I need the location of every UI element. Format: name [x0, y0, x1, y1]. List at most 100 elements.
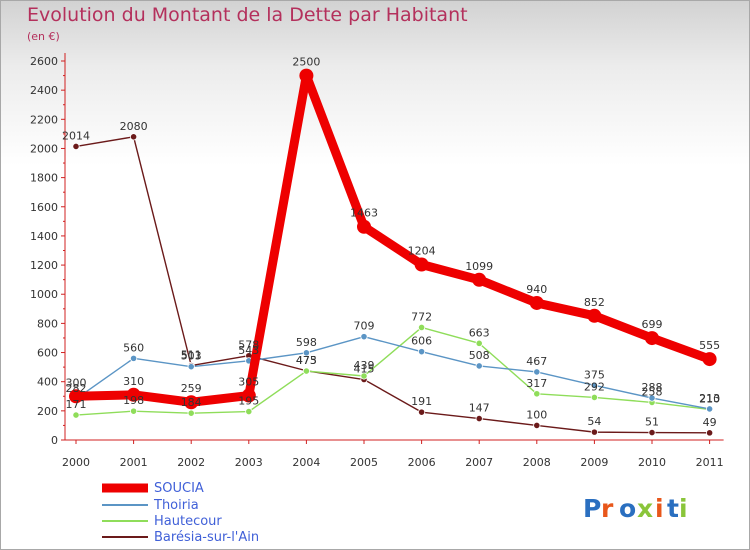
x-tick-label: 2003 [235, 456, 263, 469]
data-label: 606 [411, 335, 432, 348]
data-point-baresia-sur-l-ain [705, 429, 714, 437]
x-tick-label: 2002 [177, 456, 205, 469]
data-point-baresia-sur-l-ain [72, 142, 80, 151]
data-label: 171 [66, 398, 87, 411]
data-label: 503 [181, 350, 202, 363]
data-point-thoiria [475, 362, 483, 370]
data-label: 210 [699, 392, 720, 405]
logo-letter: P [583, 494, 601, 523]
series-line-hautecour [75, 326, 711, 416]
series-line-thoiria [75, 335, 711, 410]
x-tick-label: 2009 [580, 456, 608, 469]
data-point-hautecour [72, 411, 80, 419]
data-point-baresia-sur-l-ain [130, 133, 138, 141]
data-point-thoiria [705, 405, 714, 413]
x-tick-label: 2004 [292, 456, 320, 469]
data-label: 772 [411, 310, 432, 323]
data-label: 195 [238, 395, 259, 408]
data-label: 560 [123, 341, 144, 354]
data-label: 578 [238, 339, 259, 352]
x-tick-label: 2005 [350, 456, 378, 469]
data-label: 191 [411, 395, 432, 408]
logo-letter: r [601, 494, 614, 523]
data-label: 288 [642, 381, 663, 394]
data-label: 2080 [120, 120, 148, 133]
data-point-soucia [184, 395, 199, 410]
data-label: 310 [123, 375, 144, 388]
data-label: 508 [469, 349, 490, 362]
y-tick-label: 2000 [30, 142, 58, 155]
data-point-hautecour [245, 407, 253, 416]
data-point-soucia [702, 352, 717, 367]
data-label: 555 [699, 339, 720, 352]
data-point-hautecour [360, 372, 368, 380]
y-tick-label: 2200 [30, 113, 58, 126]
chart-title: Evolution du Montant de la Dette par Hab… [27, 4, 468, 26]
data-label: 415 [354, 363, 375, 376]
series-line-baresia-sur-l-ain [75, 136, 711, 434]
data-label: 709 [354, 320, 375, 333]
data-label: 49 [703, 416, 717, 429]
data-label: 198 [123, 394, 144, 407]
y-tick-label: 1800 [30, 172, 58, 185]
data-label: 2500 [292, 56, 320, 69]
data-point-soucia [69, 389, 83, 404]
data-point-baresia-sur-l-ain [648, 428, 656, 437]
data-label: 473 [296, 354, 317, 367]
data-point-hautecour [590, 393, 599, 402]
data-point-soucia [241, 388, 256, 403]
y-tick-label: 200 [37, 405, 58, 418]
chart-unit-label: (en €) [27, 30, 60, 43]
y-tick-label: 800 [37, 317, 58, 330]
logo-letter: i [655, 494, 664, 523]
logo-letter: t [667, 494, 679, 523]
x-tick-label: 2007 [465, 456, 493, 469]
data-label: 1099 [465, 260, 493, 273]
data-point-baresia-sur-l-ain [475, 414, 483, 423]
data-point-hautecour [417, 323, 426, 332]
data-point-baresia-sur-l-ain [590, 428, 599, 436]
x-tick-label: 2011 [696, 456, 724, 469]
y-tick-label: 2600 [30, 55, 58, 68]
data-label: 258 [642, 385, 663, 398]
data-label: 1204 [408, 244, 436, 257]
data-label: 543 [238, 344, 259, 357]
legend-label: SOUCIA [154, 481, 204, 496]
data-label: 375 [584, 368, 605, 381]
data-point-hautecour [475, 339, 483, 347]
data-point-thoiria [187, 363, 195, 371]
data-label: 663 [469, 326, 490, 339]
data-label: 213 [699, 392, 720, 405]
y-tick-label: 1600 [30, 201, 58, 214]
data-label: 300 [66, 376, 87, 389]
y-tick-label: 2400 [30, 84, 58, 97]
logo-letter: i [679, 494, 688, 523]
data-point-baresia-sur-l-ain [533, 421, 541, 430]
data-point-thoiria [648, 394, 656, 402]
data-point-thoiria [533, 368, 541, 376]
data-label: 147 [469, 402, 490, 415]
data-label: 852 [584, 296, 605, 309]
y-tick-label: 1400 [30, 230, 58, 243]
y-tick-label: 0 [51, 434, 58, 447]
x-tick-label: 2008 [523, 456, 551, 469]
data-point-soucia [414, 257, 429, 272]
data-label: 1463 [350, 207, 378, 220]
data-label: 2014 [62, 129, 90, 142]
data-point-hautecour [187, 409, 195, 417]
data-point-thoiria [417, 348, 426, 356]
data-point-thoiria [302, 349, 310, 357]
y-tick-label: 1000 [30, 288, 58, 301]
data-label: 51 [645, 416, 659, 429]
data-label: 467 [526, 355, 547, 368]
x-tick-label: 2001 [120, 456, 148, 469]
y-tick-label: 400 [37, 376, 58, 389]
data-point-thoiria [130, 354, 138, 362]
data-point-soucia [299, 68, 314, 83]
logo-letter: o [619, 494, 636, 523]
data-label: 598 [296, 336, 317, 349]
series-line-soucia [71, 71, 715, 407]
data-label: 184 [181, 396, 202, 409]
